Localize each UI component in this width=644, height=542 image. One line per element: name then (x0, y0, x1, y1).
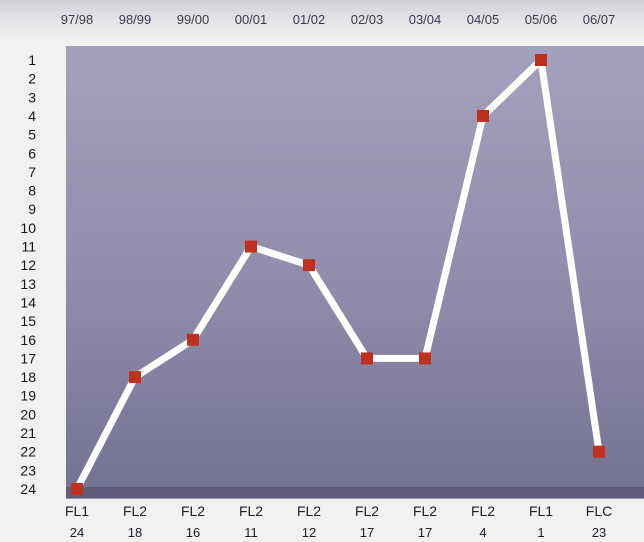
league-label: FL2 (355, 503, 379, 519)
final-position-label: 24 (70, 525, 84, 540)
y-tick-label: 9 (28, 201, 36, 217)
y-tick-label: 18 (20, 369, 36, 385)
data-point (361, 352, 373, 365)
y-tick-label: 1 (28, 52, 36, 68)
league-label: FL1 (529, 503, 553, 519)
series-line (73, 56, 603, 493)
season-label: 03/04 (409, 12, 442, 27)
final-position-axis: 24 18 16 11 12 17 17 4 1 23 (70, 525, 606, 540)
season-label: 98/99 (119, 12, 152, 27)
data-point (245, 240, 257, 253)
y-tick-label: 4 (28, 108, 36, 124)
y-tick-label: 16 (20, 332, 36, 348)
data-points (71, 54, 605, 495)
final-position-label: 16 (186, 525, 200, 540)
league-label: FL2 (297, 503, 321, 519)
final-position-label: 1 (537, 525, 544, 540)
data-point (303, 259, 315, 272)
final-position-label: 18 (128, 525, 142, 540)
league-label: FLC (586, 503, 612, 519)
y-tick-label: 14 (20, 294, 36, 310)
y-tick-label: 2 (28, 71, 36, 87)
season-axis: 97/98 98/99 99/00 00/01 01/02 02/03 03/04 04/05… (61, 12, 616, 27)
y-tick-label: 19 (20, 388, 36, 404)
y-tick-label: 17 (20, 350, 36, 366)
league-label: FL2 (471, 503, 495, 519)
data-point (477, 109, 489, 122)
y-tick-label: 10 (20, 220, 36, 236)
final-position-label: 11 (244, 525, 258, 540)
y-tick-label: 23 (20, 462, 36, 478)
data-point (535, 54, 547, 66)
y-tick-label: 12 (20, 257, 36, 273)
y-tick-label: 21 (20, 425, 36, 441)
y-tick-label: 8 (28, 183, 36, 199)
y-tick-label: 20 (20, 406, 36, 422)
league-label: FL2 (181, 503, 205, 519)
y-tick-label: 11 (21, 239, 36, 255)
season-label: 00/01 (235, 12, 268, 27)
data-point (593, 445, 605, 458)
final-position-label: 17 (360, 525, 374, 540)
data-point (187, 333, 199, 346)
league-label: FL1 (65, 503, 89, 519)
plot-bottom-shadow (66, 487, 644, 499)
final-position-label: 17 (418, 525, 432, 540)
header-band (0, 0, 644, 40)
plot-area (66, 46, 644, 498)
league-axis: FL1 FL2 FL2 FL2 FL2 FL2 FL2 FL2 FL1 FLC (65, 503, 612, 519)
season-label: 97/98 (61, 12, 94, 27)
y-tick-label: 15 (20, 313, 36, 329)
y-tick-label: 3 (28, 89, 36, 105)
season-label: 06/07 (583, 12, 616, 27)
final-position-label: 4 (479, 525, 486, 540)
league-label: FL2 (239, 503, 263, 519)
season-label: 05/06 (525, 12, 558, 27)
data-point (129, 371, 141, 384)
y-tick-label: 22 (20, 444, 36, 460)
data-point (71, 483, 83, 495)
y-tick-label: 24 (20, 481, 36, 497)
league-label: FL2 (413, 503, 437, 519)
league-label: FL2 (123, 503, 147, 519)
season-label: 01/02 (293, 12, 326, 27)
y-tick-label: 5 (28, 127, 36, 143)
y-tick-label: 6 (28, 145, 36, 161)
season-label: 02/03 (351, 12, 384, 27)
final-position-label: 23 (592, 525, 606, 540)
season-label: 99/00 (177, 12, 210, 27)
y-tick-label: 7 (28, 164, 36, 180)
data-point (419, 352, 431, 365)
season-label: 04/05 (467, 12, 500, 27)
y-tick-label: 13 (20, 276, 36, 292)
final-position-label: 12 (302, 525, 316, 540)
